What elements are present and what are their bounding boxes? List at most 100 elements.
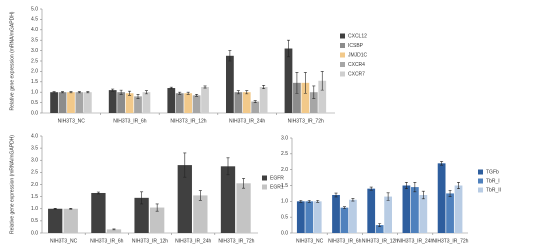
error-bar [69,207,73,210]
x-tick-label: NIH3T3_IR_6h [113,118,147,124]
bar [236,183,251,233]
error-bar [245,90,249,95]
legend-swatch [478,169,483,175]
y-tick-label: 1.5 [31,194,38,200]
error-bar [316,200,320,203]
error-bar [186,91,190,95]
y-tick-label: 1.0 [281,199,288,205]
bar [375,225,384,233]
bar [367,188,376,233]
bar [48,208,63,233]
y-tick-label: 0.0 [31,110,38,116]
x-tick-label: NIH3T3_IR_72h [218,238,254,244]
x-tick-label: NIH3T3_IR_6h [328,238,362,244]
error-bar [112,228,116,231]
y-axis-label: Relative gene expression (mRNA/mGAPDH) [9,135,15,234]
error-bar [303,72,307,94]
legend-label: TbR_II [486,187,501,193]
bar [184,93,193,113]
bar [177,165,192,233]
y-tick-label: 2.0 [31,69,38,75]
x-tick-label: NIH3T3_IR_72h [432,238,468,244]
error-bar [386,192,390,201]
error-bar [253,100,257,103]
legend-swatch [340,52,345,58]
legend-swatch [340,43,345,48]
bar [313,201,322,233]
bar [175,93,184,113]
y-tick-label: 4.5 [31,17,38,23]
y-tick-label: 2.0 [281,167,288,173]
legend-swatch [478,178,483,184]
error-bar [242,178,246,189]
bar [226,55,234,113]
error-bar [457,182,461,189]
y-tick-label: 3.0 [31,158,38,164]
error-bar [178,91,182,95]
legend-swatch [340,62,345,67]
x-tick-label: NIH3T3_IR_12h [170,118,206,124]
error-bar [228,50,232,62]
bar [134,197,149,233]
error-bar [295,72,299,94]
legend-swatch [340,33,345,39]
error-bar [312,85,316,99]
bar [150,207,165,233]
y-tick-label: 2.5 [31,170,38,176]
error-bar [169,86,173,90]
y-tick-label: 0.5 [31,218,38,224]
bar [410,187,419,233]
chart: 0.0 0.5 1.0 1.5 2.0 2.5 3.0 NIH3T3_NC NIH3T3_IR_… [281,135,501,244]
y-tick-label: 3.0 [281,135,288,141]
bar [242,92,251,113]
bar [402,185,411,233]
y-tick-label: 4.0 [31,133,38,139]
x-tick-label: NIH3T3_IR_6h [90,238,124,244]
bar [340,207,349,233]
error-bar [144,90,148,95]
y-tick-label: 2.5 [31,58,38,64]
y-tick-label: 2.0 [31,182,38,188]
bar [296,201,305,233]
error-bar [53,207,57,210]
y-axis-label: Relative gene expression (mRNA/mGAPDH) [9,11,15,110]
y-tick-label: 0.5 [31,100,38,106]
y-tick-label: 1.0 [31,206,38,212]
x-tick-label: NIH3T3_NC [296,238,324,244]
error-bar [155,203,159,212]
bar [134,96,142,113]
bar [234,92,243,113]
error-bar [421,190,425,200]
chart: 0.0 0.5 1.0 1.5 2.0 2.5 3.0 3.5 4.0 4.5 5.0 Relativ… [9,6,367,124]
bar [117,92,126,113]
x-tick-label: NIH3T3_IR_24h [175,238,211,244]
bar [384,196,392,233]
error-bar [299,200,303,203]
bar [293,82,301,113]
bar [259,87,268,113]
bar [220,166,236,233]
legend-label: TbR_I [486,178,500,184]
bar [201,87,209,113]
y-tick-label: 2.5 [281,151,288,157]
y-tick-label: 1.5 [31,79,38,85]
error-bar [448,189,452,197]
bar [106,229,122,233]
y-tick-label: 3.5 [31,38,38,44]
error-bar [140,191,144,205]
error-bar [378,223,382,227]
y-tick-label: 4.0 [31,27,38,33]
bar [75,92,84,113]
y-tick-label: 0.0 [31,230,38,236]
bar [67,92,75,113]
bar [193,195,208,233]
legend-label: CXCR7 [348,71,365,77]
chart: 0.0 0.5 1.0 1.5 2.0 2.5 3.0 3.5 4.0 Relative gene… [9,133,284,244]
error-bar [440,161,444,166]
error-bar [183,152,187,178]
error-bar [413,182,417,193]
error-bar [77,91,81,94]
bar [142,92,151,113]
y-tick-label: 0.0 [281,230,288,236]
